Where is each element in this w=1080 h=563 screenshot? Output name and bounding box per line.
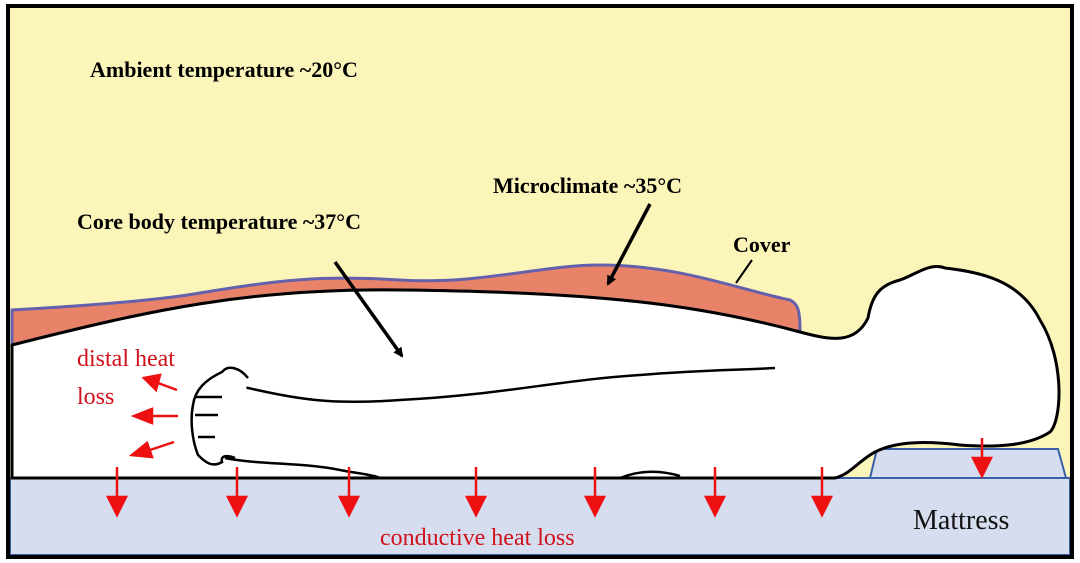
mattress-label: Mattress <box>913 505 1009 536</box>
heat-arrow-down <box>583 467 607 518</box>
hand-outline <box>190 366 249 466</box>
heat-arrow-down <box>703 467 727 518</box>
conductive-heat-arrows <box>105 438 994 518</box>
body-outline <box>10 265 1061 480</box>
arm-outline <box>224 366 776 480</box>
heat-arrow-down <box>337 467 361 518</box>
heat-arrow-down <box>105 467 129 518</box>
microclimate-pointer-arrow <box>606 203 652 286</box>
cover-label: Cover <box>733 232 791 257</box>
distal-heat-loss-label-line2: loss <box>77 384 114 410</box>
heat-arrow-down <box>464 467 488 518</box>
heat-arrow-down <box>810 467 834 518</box>
distal-heat-arrows <box>128 373 178 459</box>
microclimate-label: Microclimate ~35°C <box>493 173 682 198</box>
heat-arrow-down <box>970 438 994 479</box>
frame-border <box>6 4 1074 559</box>
core-pointer-arrow <box>333 260 404 358</box>
heat-arrow-down <box>225 467 249 518</box>
cover-pointer-line <box>735 259 753 284</box>
core-temperature-label: Core body temperature ~37°C <box>77 209 361 234</box>
pillow <box>868 448 1068 479</box>
mattress <box>9 477 1071 556</box>
conductive-heat-loss-label: conductive heat loss <box>380 525 575 551</box>
distal-heat-loss-label-line1: distal heat <box>77 346 175 372</box>
ambient-label: Ambient temperature ~20°C <box>90 57 358 82</box>
